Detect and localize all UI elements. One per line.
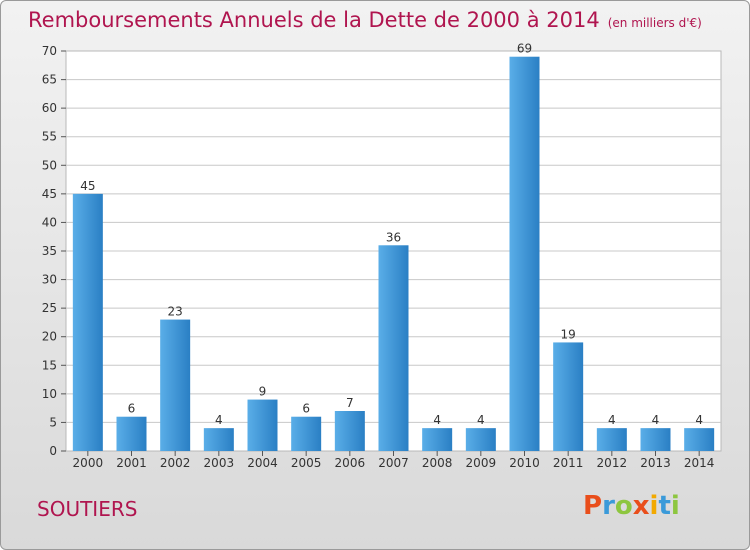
logo-letter: o — [614, 491, 633, 521]
x-tick-label-2008: 2008 — [422, 456, 453, 470]
bar-2004 — [247, 399, 278, 451]
logo-letter: i — [649, 491, 659, 521]
bar-2005 — [291, 416, 322, 451]
proxiti-logo[interactable]: Proxiti — [583, 491, 680, 521]
y-tick-label: 55 — [42, 130, 57, 144]
value-label-2004: 9 — [259, 385, 267, 399]
x-tick-label-2002: 2002 — [160, 456, 191, 470]
value-label-2008: 4 — [433, 413, 441, 427]
y-tick-label: 65 — [42, 73, 57, 87]
y-tick-label: 0 — [49, 444, 57, 458]
bar-2000 — [72, 193, 103, 451]
value-label-2001: 6 — [128, 402, 136, 416]
value-label-2003: 4 — [215, 413, 223, 427]
y-tick-label: 60 — [42, 101, 57, 115]
bar-2010 — [509, 56, 540, 451]
x-tick-label-2007: 2007 — [378, 456, 409, 470]
bar-2011 — [553, 342, 584, 451]
value-label-2007: 36 — [386, 230, 401, 244]
bar-2003 — [203, 428, 234, 451]
x-tick-label-2005: 2005 — [291, 456, 322, 470]
bar-2012 — [596, 428, 627, 451]
value-label-2006: 7 — [346, 396, 354, 410]
bar-2009 — [465, 428, 496, 451]
logo-letter: i — [670, 491, 680, 521]
bar-2008 — [422, 428, 453, 451]
y-tick-label: 40 — [42, 215, 57, 229]
x-tick-label-2000: 2000 — [73, 456, 104, 470]
logo-letter: P — [583, 491, 603, 521]
bar-2014 — [684, 428, 715, 451]
x-tick-label-2009: 2009 — [466, 456, 497, 470]
logo-letter: t — [658, 491, 671, 521]
y-tick-label: 5 — [49, 415, 57, 429]
place-name: SOUTIERS — [37, 497, 138, 521]
value-label-2010: 69 — [517, 42, 532, 56]
y-tick-label: 45 — [42, 187, 57, 201]
bars-group: 45 6 23 4 9 6 7 36 4 4 69 19 4 4 4 — [72, 42, 715, 451]
chart-subtitle: (en milliers d'€) — [607, 16, 702, 30]
value-label-2012: 4 — [608, 413, 616, 427]
value-label-2000: 45 — [80, 179, 95, 193]
value-label-2014: 4 — [695, 413, 703, 427]
y-axis: 0 5 10 15 20 25 30 35 40 45 50 55 60 65 70 — [42, 44, 66, 458]
x-tick-label-2013: 2013 — [640, 456, 671, 470]
bar-2013 — [640, 428, 671, 451]
x-tick-label-2006: 2006 — [335, 456, 366, 470]
y-tick-label: 70 — [42, 44, 57, 58]
x-tick-label-2001: 2001 — [116, 456, 147, 470]
y-tick-label: 30 — [42, 273, 57, 287]
y-tick-label: 25 — [42, 301, 57, 315]
x-tick-label-2004: 2004 — [247, 456, 278, 470]
x-tick-label-2003: 2003 — [204, 456, 235, 470]
y-tick-label: 15 — [42, 358, 57, 372]
x-tick-label-2010: 2010 — [509, 456, 540, 470]
value-label-2002: 23 — [168, 305, 183, 319]
value-label-2013: 4 — [652, 413, 660, 427]
x-tick-label-2012: 2012 — [597, 456, 628, 470]
y-tick-label: 50 — [42, 158, 57, 172]
logo-letter: r — [602, 491, 615, 521]
x-tick-label-2014: 2014 — [684, 456, 715, 470]
y-tick-label: 35 — [42, 244, 57, 258]
value-label-2005: 6 — [302, 402, 310, 416]
chart-title: Remboursements Annuels de la Dette de 20… — [28, 8, 702, 32]
x-axis: 2000 2001 2002 2003 2004 2005 2006 2007 2008 2009… — [73, 451, 715, 470]
bar-2007 — [378, 245, 409, 451]
value-label-2011: 19 — [561, 327, 576, 341]
y-tick-label: 20 — [42, 330, 57, 344]
bar-2002 — [160, 319, 191, 451]
bar-2006 — [334, 411, 365, 451]
chart-title-text: Remboursements Annuels de la Dette de 20… — [28, 8, 600, 32]
value-label-2009: 4 — [477, 413, 485, 427]
logo-letter: x — [632, 491, 650, 521]
y-tick-label: 10 — [42, 387, 57, 401]
bar-2001 — [116, 416, 147, 451]
x-tick-label-2011: 2011 — [553, 456, 584, 470]
